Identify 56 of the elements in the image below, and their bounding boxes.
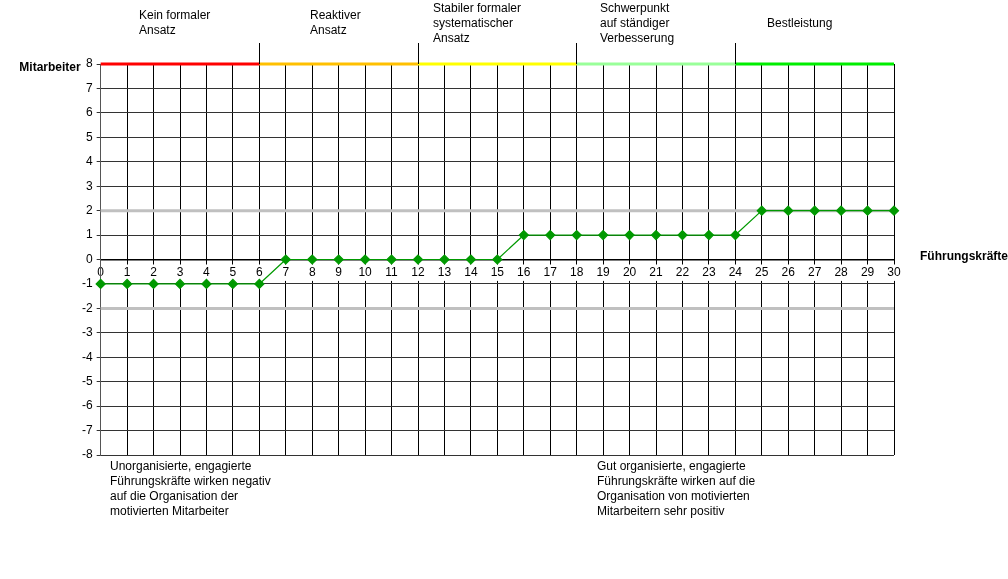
y-tick-label: -4	[82, 349, 93, 364]
x-tick-label: 7	[282, 265, 290, 280]
x-tick-label: 4	[203, 265, 211, 280]
y-tick-label: -6	[82, 398, 93, 413]
x-axis-title: Führungskräfte	[920, 248, 1008, 263]
text: Kein formaler Ansatz	[139, 8, 211, 38]
x-tick-label: 20	[622, 265, 637, 280]
x-tick-label: 9	[335, 265, 343, 280]
y-tick-label: -3	[82, 325, 93, 340]
x-tick-label: 5	[229, 265, 237, 280]
x-tick-label: 30	[887, 265, 901, 280]
y-tick-label: -7	[82, 422, 93, 437]
text: Reaktiver Ansatz	[310, 8, 361, 38]
x-tick-label: 19	[596, 265, 611, 280]
y-tick-label: -8	[82, 447, 93, 462]
text: Schwerpunkt auf ständiger Verbesserung	[600, 1, 675, 46]
text: Gut organisierte, engagierte Führungskräfte wirken auf die Organisation von motivierten Mitarbeitern sehr positiv	[597, 459, 756, 519]
text: Bestleistung	[767, 16, 833, 31]
x-tick-label: 14	[464, 265, 478, 280]
y-tick-label: 8	[85, 56, 93, 71]
text: Unorganisierte, engagierte Führungskräfte wirken negativ auf die Organisation der motivierten Mitarbeiter	[110, 459, 271, 519]
x-tick-label: 21	[649, 265, 663, 280]
x-tick-label: 16	[517, 265, 531, 280]
x-tick-label: 10	[358, 265, 373, 280]
x-tick-label: 8	[308, 265, 316, 280]
y-tick-label: 7	[85, 80, 93, 95]
y-tick-label: 1	[85, 227, 93, 242]
x-tick-label: 3	[176, 265, 184, 280]
x-tick-label: 17	[543, 265, 558, 280]
x-tick-label: 22	[675, 265, 690, 280]
x-tick-label: 26	[781, 265, 796, 280]
y-tick-label: 0	[85, 251, 93, 266]
x-tick-label: 15	[490, 265, 505, 280]
y-tick-label: 5	[85, 129, 93, 144]
x-tick-label: 12	[411, 265, 425, 280]
x-tick-label: 23	[702, 265, 716, 280]
x-tick-label: 18	[569, 265, 584, 280]
x-tick-label: 29	[860, 265, 875, 280]
y-tick-label: -2	[82, 300, 93, 315]
x-tick-label: 25	[755, 265, 769, 280]
x-tick-label: 11	[385, 265, 399, 280]
y-tick-label: 3	[85, 178, 93, 193]
x-tick-label: 1	[123, 265, 131, 280]
y-tick-label: 2	[85, 202, 93, 217]
y-tick-label: -1	[82, 276, 93, 291]
y-axis-title: Mitarbeiter	[19, 60, 81, 75]
x-tick-label: 6	[255, 265, 263, 280]
x-tick-label: 13	[437, 265, 452, 280]
x-tick-label: 2	[150, 265, 158, 280]
text: Stabiler formaler systematischer Ansatz	[433, 1, 522, 46]
y-tick-label: 6	[85, 105, 93, 120]
x-tick-label: 28	[834, 265, 849, 280]
x-tick-label: 27	[807, 265, 822, 280]
x-tick-label: 24	[728, 265, 743, 280]
y-tick-label: 4	[85, 154, 93, 169]
y-tick-label: -5	[82, 374, 93, 388]
